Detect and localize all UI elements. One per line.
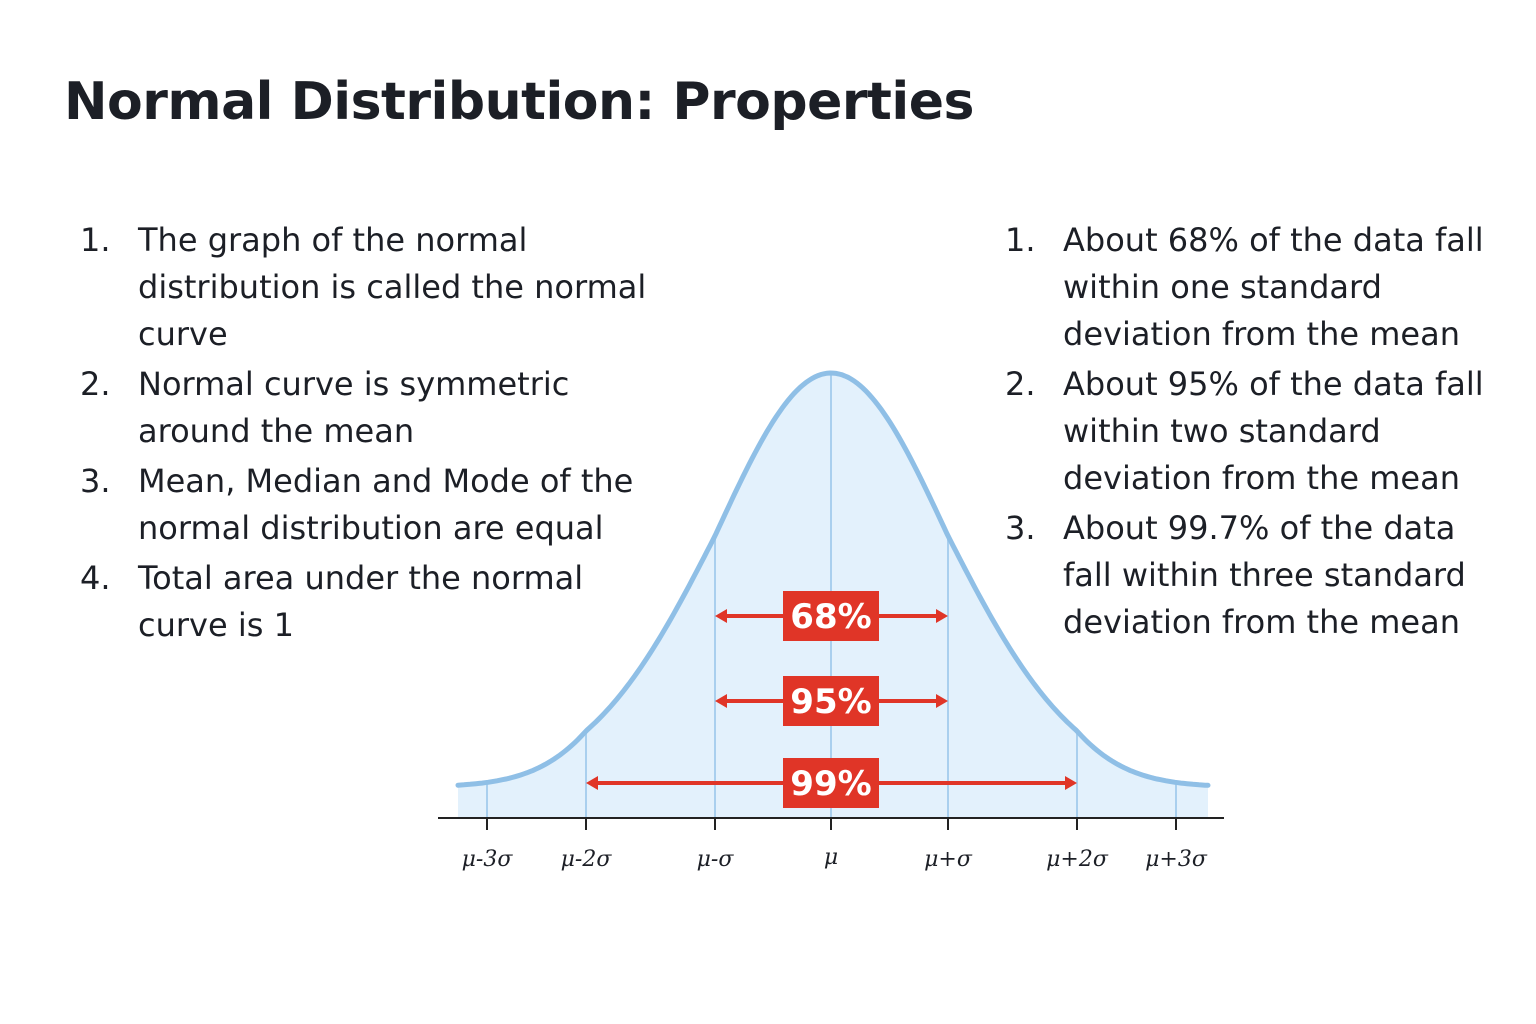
arrow-head-left [715,694,727,708]
arrow-head-right [1065,776,1077,790]
arrow-head-left [715,609,727,623]
item-number: 1. [80,221,111,259]
item-text: Mean, Median and Mode of the normal dist… [138,462,634,547]
tick-label: μ-3σ [462,847,514,872]
percent-label: 95% [790,682,871,722]
empirical-rule-list: 1. About 68% of the data fall within one … [1005,217,1505,649]
item-text: Total area under the normal curve is 1 [138,559,584,644]
tick-label: μ+3σ [1145,847,1208,872]
percent-label-box [783,676,879,726]
list-item: 1. About 68% of the data fall within one … [1005,217,1505,358]
list-item: 2. About 95% of the data fall within two … [1005,361,1505,502]
list-item: 4. Total area under the normal curve is 1 [80,555,670,649]
item-text: About 99.7% of the data fall within thre… [1063,509,1466,641]
arrow-head-right [936,694,948,708]
page-title: Normal Distribution: Properties [64,72,974,132]
tick-label: μ-σ [697,847,735,872]
item-text: About 95% of the data fall within two st… [1063,365,1484,497]
properties-list: 1. The graph of the normal distribution i… [80,217,670,652]
item-text: About 68% of the data fall within one st… [1063,221,1484,353]
tick-label: μ+σ [924,847,973,872]
item-number: 3. [80,462,111,500]
item-number: 2. [80,365,111,403]
arrow-head-left [586,776,598,790]
item-number: 1. [1005,221,1036,259]
tick-label: μ [824,845,838,870]
list-item: 2. Normal curve is symmetric around the m… [80,361,670,455]
item-number: 2. [1005,365,1036,403]
item-text: The graph of the normal distribution is … [138,221,647,353]
item-text: Normal curve is symmetric around the mea… [138,365,570,450]
percent-label: 99% [790,764,871,804]
tick-label: μ-2σ [561,847,613,872]
list-item: 3. About 99.7% of the data fall within th… [1005,505,1505,646]
list-item: 3. Mean, Median and Mode of the normal di… [80,458,670,552]
percent-label-box [783,758,879,808]
item-number: 4. [80,559,111,597]
arrow-head-right [936,609,948,623]
tick-label: μ+2σ [1046,847,1109,872]
normal-curve [455,370,1211,788]
item-number: 3. [1005,509,1036,547]
percent-label: 68% [790,597,871,637]
list-item: 1. The graph of the normal distribution i… [80,217,670,358]
percent-label-box [783,591,879,641]
